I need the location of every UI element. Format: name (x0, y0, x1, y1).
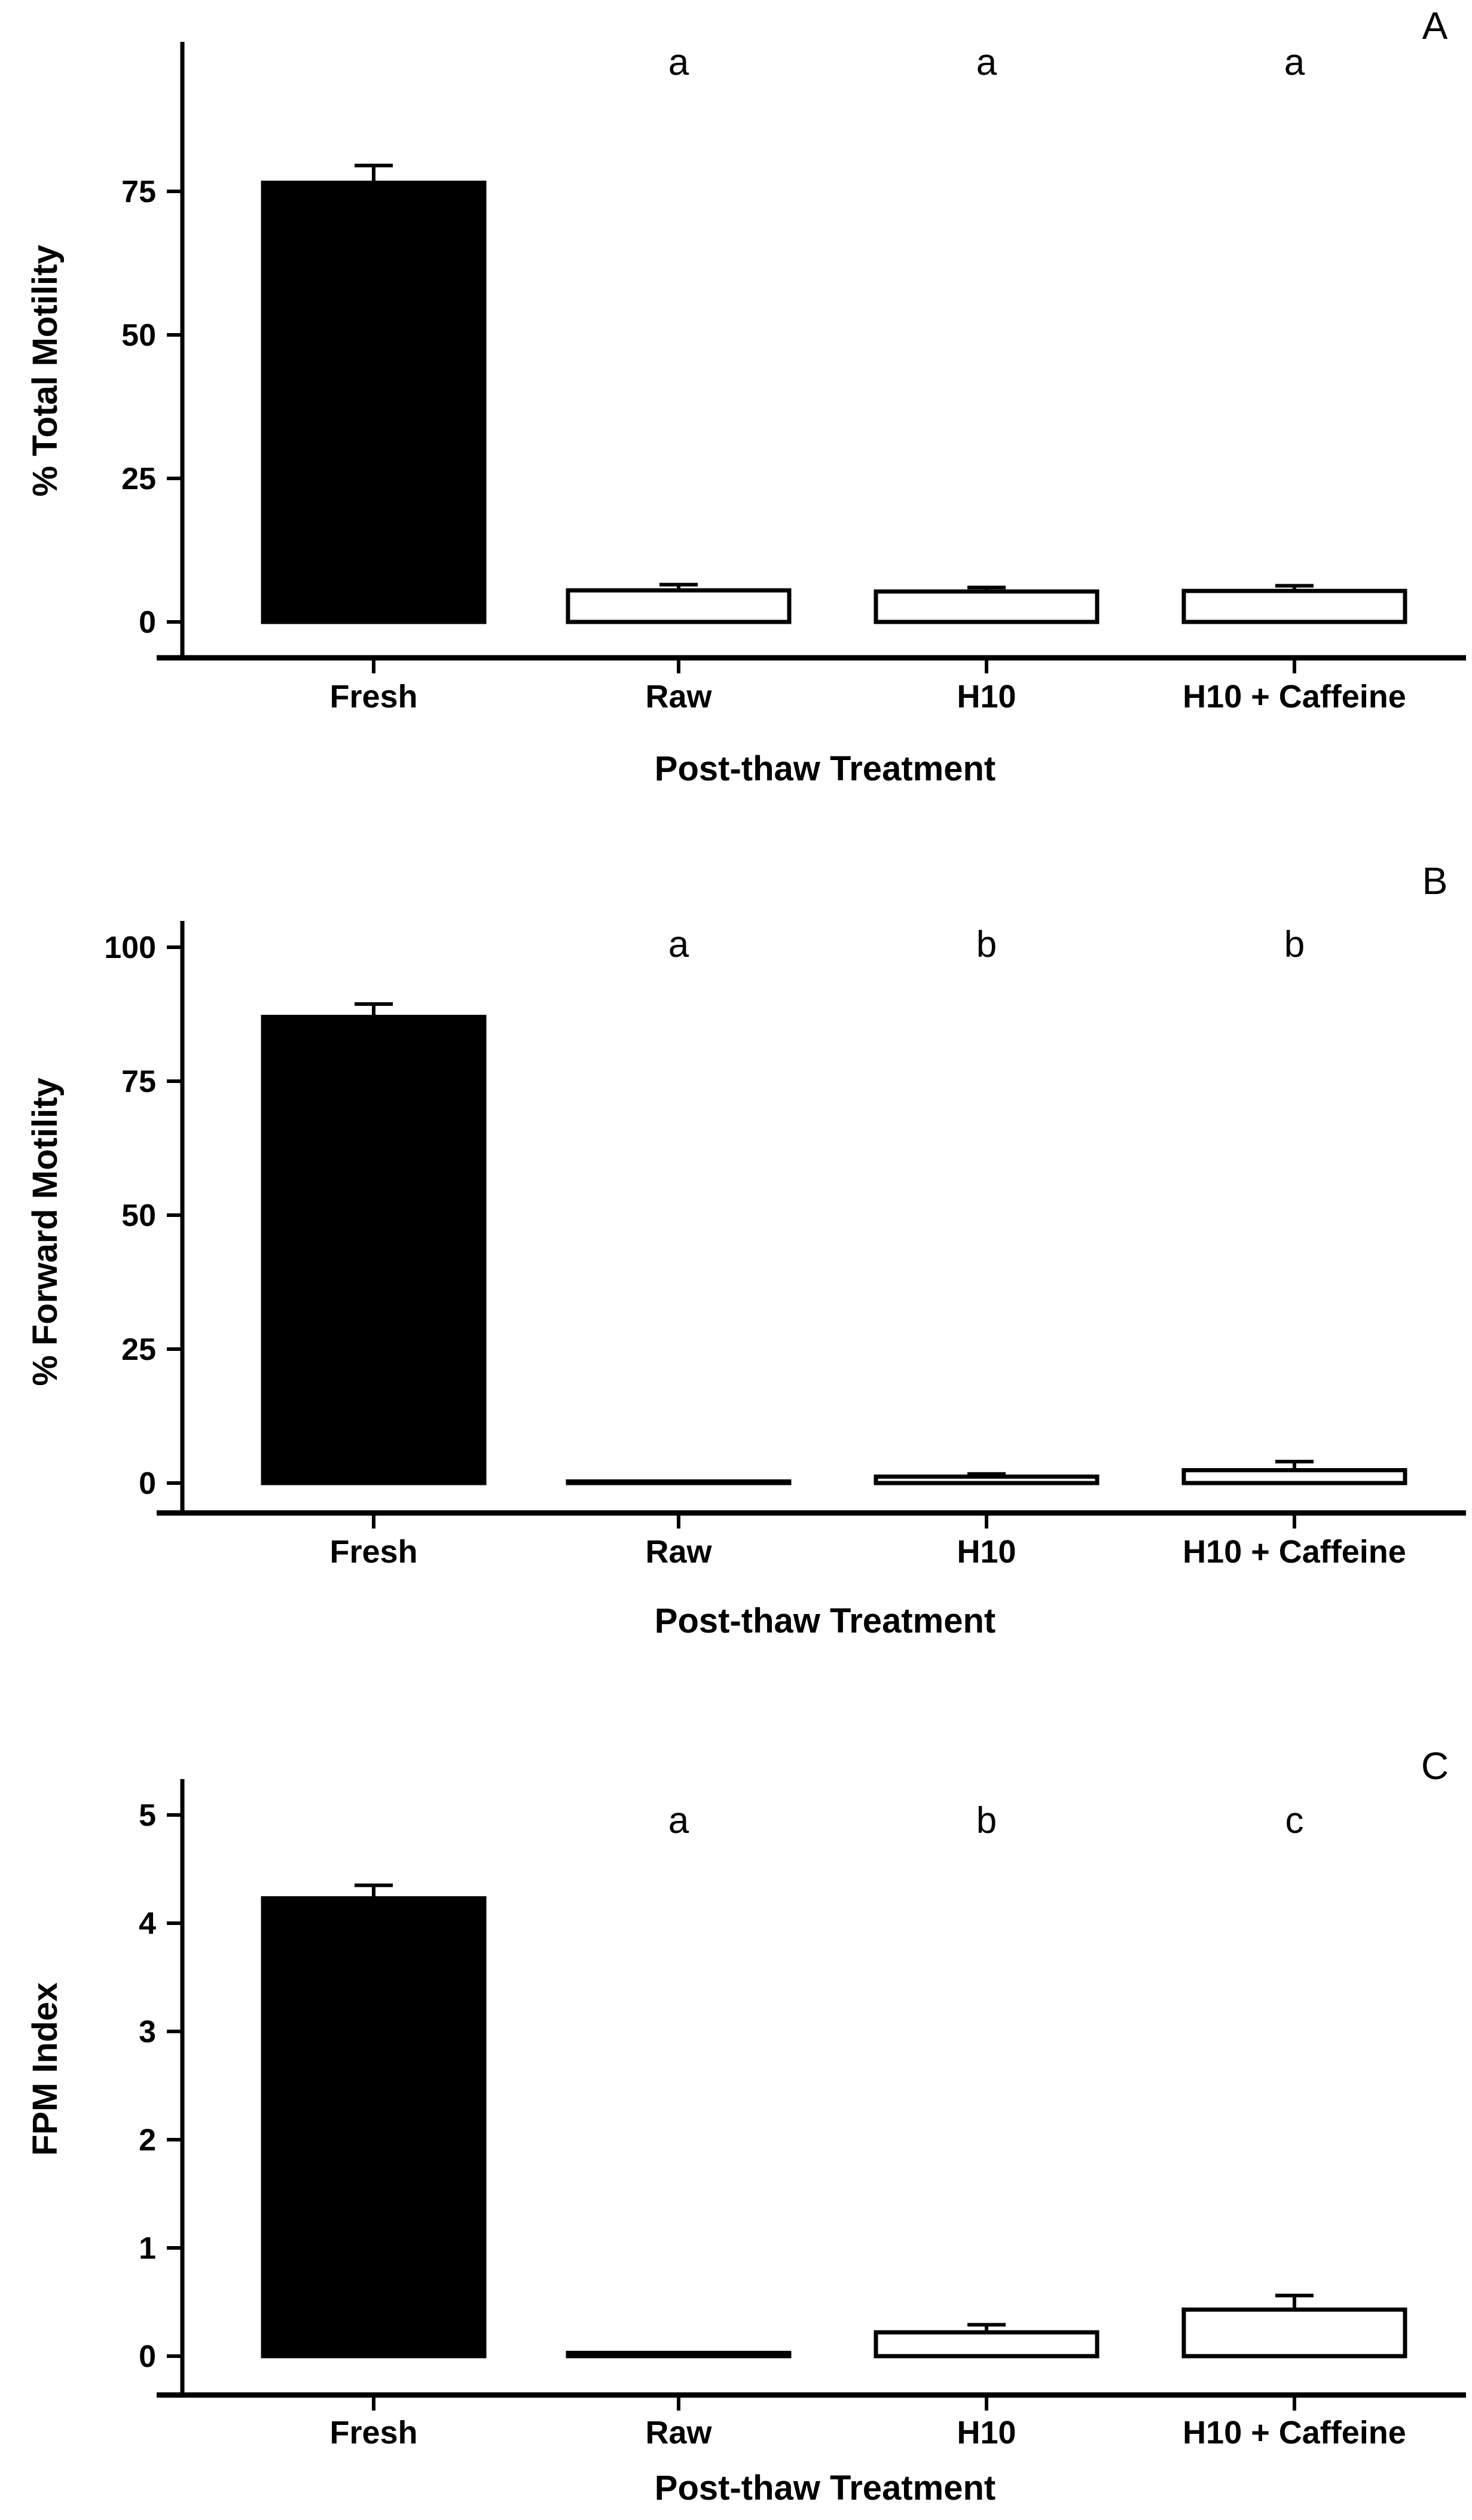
bar-Fresh (261, 1896, 487, 2359)
category-label: Fresh (329, 2415, 417, 2451)
bar-H10 (874, 589, 1100, 624)
category-label: Raw (645, 1534, 712, 1570)
y-tick-label: 50 (121, 1198, 156, 1233)
category-label: Raw (645, 2415, 712, 2451)
y-tick-label: 75 (121, 175, 156, 209)
y-tick-label: 5 (139, 1798, 156, 1833)
bar-Fresh (261, 181, 487, 624)
category-label: H10 + Caffeine (1183, 1534, 1406, 1570)
y-tick-label: 0 (139, 1466, 156, 1501)
bar-Fresh (261, 1014, 487, 1485)
significance-letter: a (976, 42, 997, 83)
category-label: Fresh (329, 679, 417, 715)
y-tick-label: 75 (121, 1064, 156, 1099)
y-tick-label: 0 (139, 605, 156, 640)
panel-label: C (1421, 1744, 1449, 1787)
category-label: H10 + Caffeine (1183, 2415, 1406, 2451)
y-axis-title: % Total Motility (26, 245, 65, 496)
y-axis-title: FPM Index (26, 1982, 65, 2156)
panel-label: A (1422, 4, 1448, 47)
category-label: H10 (957, 2415, 1016, 2451)
category-label: H10 (957, 679, 1016, 715)
bar-H10 + Caffeine (1181, 2307, 1407, 2359)
category-label: Raw (645, 679, 712, 715)
y-tick-label: 0 (139, 2339, 156, 2374)
category-label: Fresh (329, 1534, 417, 1570)
y-tick-label: 2 (139, 2123, 156, 2158)
y-tick-label: 100 (104, 930, 156, 965)
bar-Raw (566, 588, 792, 624)
y-tick-label: 25 (121, 462, 156, 496)
bar-H10 (874, 2330, 1100, 2359)
significance-letter: a (1284, 42, 1305, 83)
x-axis-title: Post-thaw Treatment (655, 1601, 995, 1640)
bar-H10 + Caffeine (1181, 588, 1407, 624)
x-axis-title: Post-thaw Treatment (655, 749, 995, 788)
significance-letter: c (1285, 1800, 1304, 1841)
bar-H10 (874, 1474, 1100, 1485)
x-axis-title: Post-thaw Treatment (655, 2469, 995, 2507)
y-tick-label: 4 (139, 1906, 156, 1941)
category-label: H10 (957, 1534, 1016, 1570)
panel-label: B (1422, 859, 1448, 902)
y-tick-label: 1 (139, 2231, 156, 2266)
y-tick-label: 3 (139, 2015, 156, 2049)
significance-letter: b (1284, 924, 1305, 965)
bar-Raw (566, 2351, 792, 2359)
y-tick-label: 25 (121, 1332, 156, 1367)
y-tick-label: 50 (121, 318, 156, 353)
significance-letter: b (976, 924, 997, 965)
significance-letter: a (668, 42, 689, 83)
y-axis-title: % Forward Motility (26, 1078, 65, 1386)
category-label: H10 + Caffeine (1183, 679, 1406, 715)
significance-letter: b (976, 1800, 997, 1841)
bar-H10 + Caffeine (1181, 1468, 1407, 1485)
significance-letter: a (668, 1800, 689, 1841)
bar-Raw (566, 1479, 792, 1485)
significance-letter: a (668, 924, 689, 965)
